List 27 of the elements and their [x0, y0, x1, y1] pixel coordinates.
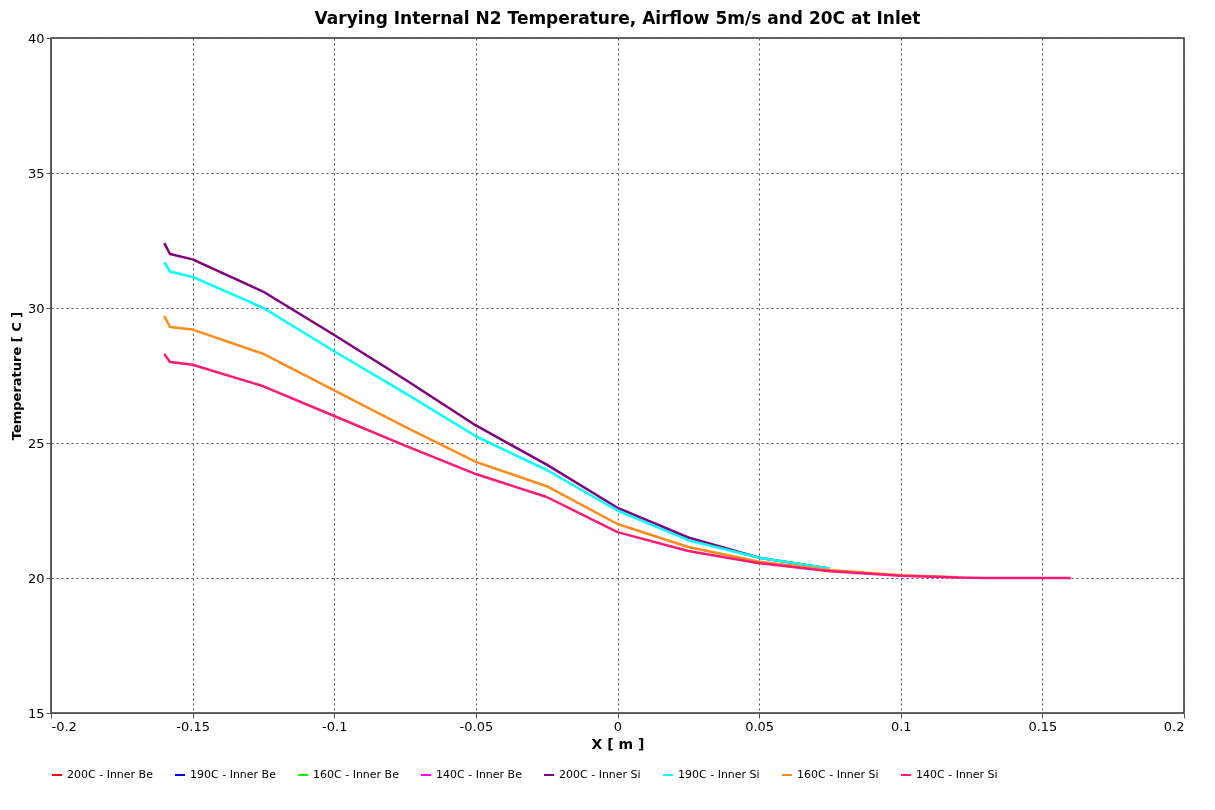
y-tick-label: 35 [27, 165, 45, 181]
y-axis-title: Temperature [ C ] [8, 311, 24, 441]
x-axis-title: X [ m ] [591, 735, 645, 752]
x-tick-label: -0.1 [322, 718, 348, 734]
y-tick-label: 30 [27, 300, 45, 316]
legend-label: 160C - Inner Be [313, 768, 400, 781]
y-tick-label: 25 [27, 435, 45, 451]
legend-label: 200C - Inner Si [559, 768, 641, 781]
x-tick-label: 0.15 [1028, 718, 1058, 734]
line-series [163, 352, 1072, 580]
x-tick-label: 0.2 [1163, 718, 1185, 734]
chart-title: Varying Internal N2 Temperature, Airflow 5m/s and 20C at Inlet [314, 8, 921, 28]
x-tick-label: 0.1 [890, 718, 912, 734]
y-tick-label: 40 [27, 30, 45, 46]
x-tick-label: -0.2 [51, 718, 77, 734]
x-tick-label: -0.15 [176, 718, 210, 734]
legend-label: 190C - Inner Si [678, 768, 760, 781]
legend-label: 140C - Inner Be [436, 768, 523, 781]
y-tick-label: 20 [27, 570, 45, 586]
legend-label: 190C - Inner Be [190, 768, 277, 781]
x-tick-label: -0.05 [459, 718, 494, 734]
y-tick-label: 15 [27, 705, 45, 721]
legend-label: 140C - Inner Si [916, 768, 998, 781]
x-tick-label: 0 [613, 718, 623, 734]
legend-label: 200C - Inner Be [67, 768, 154, 781]
x-tick-label: 0.05 [745, 718, 775, 734]
legend-label: 160C - Inner Si [797, 768, 879, 781]
